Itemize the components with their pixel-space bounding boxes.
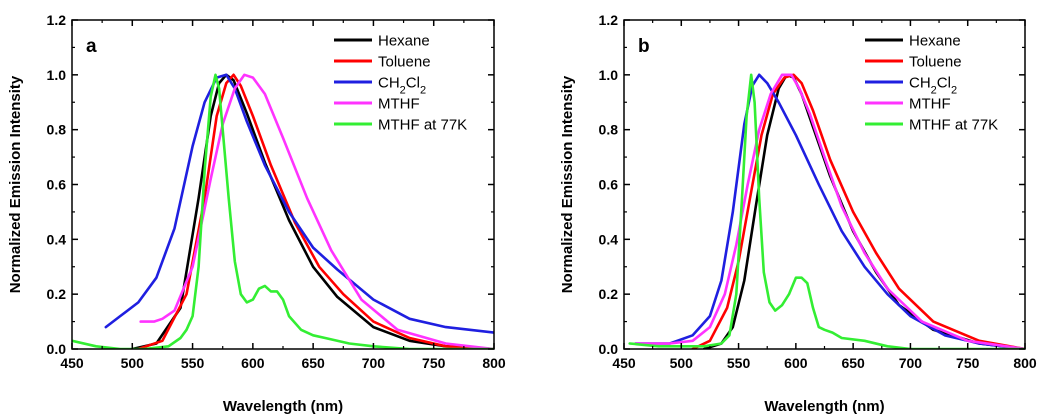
legend-label: MTHF at 77K — [909, 117, 998, 134]
legend-label: Toluene — [378, 54, 431, 71]
legend-label: CH2Cl2 — [909, 75, 957, 97]
y-tick-label: 1.0 — [47, 67, 67, 83]
x-tick-label: 650 — [301, 355, 325, 371]
plot-frame — [623, 19, 1026, 350]
y-tick-label: 1.0 — [599, 67, 619, 83]
y-tick-label: 1.2 — [599, 12, 619, 28]
x-tick-label: 550 — [727, 355, 751, 371]
x-axis-label: Wavelength (nm) — [764, 398, 884, 415]
legend-label: MTHF at 77K — [378, 117, 467, 134]
legend-label: Toluene — [909, 54, 962, 71]
x-tick-label: 750 — [422, 355, 446, 371]
x-tick-label: 600 — [241, 355, 265, 371]
y-tick-label: 0.4 — [47, 231, 67, 247]
legend-label: Hexane — [378, 33, 430, 50]
y-tick-label: 0.2 — [599, 286, 619, 302]
y-tick-label: 1.2 — [47, 12, 67, 28]
y-tick-label: 0.8 — [47, 122, 67, 138]
y-tick-label: 0.0 — [599, 341, 619, 357]
panel-label: a — [86, 36, 97, 57]
y-tick-label: 0.0 — [47, 341, 67, 357]
y-tick-label: 0.2 — [47, 286, 67, 302]
y-tick-label: 0.4 — [599, 231, 619, 247]
legend-label: MTHF — [378, 96, 420, 113]
x-axis-label: Wavelength (nm) — [223, 398, 343, 415]
x-tick-label: 500 — [670, 355, 694, 371]
y-axis-label: Normalized Emission Intensity — [559, 75, 576, 293]
series-line-mthf-at-77k — [628, 73, 1025, 349]
x-tick-label: 600 — [784, 355, 808, 371]
x-tick-label: 450 — [612, 355, 636, 371]
series-line-hexane — [131, 73, 494, 349]
series-line-mthf — [139, 73, 494, 349]
legend-label: Hexane — [909, 33, 961, 50]
x-tick-label: 800 — [482, 355, 506, 371]
y-tick-label: 0.6 — [599, 177, 619, 193]
x-tick-label: 550 — [181, 355, 205, 371]
panel-a: 450 500 550 600 650 700 750 800 0.0 0.2 0.4 0.6 0.8 1… — [7, 12, 506, 415]
x-tick-label: 650 — [841, 355, 865, 371]
y-tick-label: 0.6 — [47, 177, 67, 193]
x-tick-label: 750 — [956, 355, 980, 371]
x-tick-label: 800 — [1013, 355, 1037, 371]
panel-b: 450 500 550 600 650 700 750 800 0.0 0.2 0.4 0.6 0.8 1… — [559, 12, 1037, 415]
series-line-mthf — [634, 73, 1025, 349]
x-tick-label: 500 — [121, 355, 145, 371]
legend-label: CH2Cl2 — [378, 75, 426, 97]
y-tick-label: 0.8 — [599, 122, 619, 138]
x-tick-label: 700 — [362, 355, 386, 371]
series-line-toluene — [137, 73, 494, 349]
series-line-mthf-at-77k — [72, 73, 494, 349]
panel-label: b — [638, 36, 650, 57]
x-tick-label: 450 — [60, 355, 84, 371]
series-line-ch2cl2 — [104, 73, 494, 334]
x-tick-label: 700 — [899, 355, 923, 371]
legend-label: MTHF — [909, 96, 951, 113]
y-axis-label: Normalized Emission Intensity — [7, 75, 24, 293]
